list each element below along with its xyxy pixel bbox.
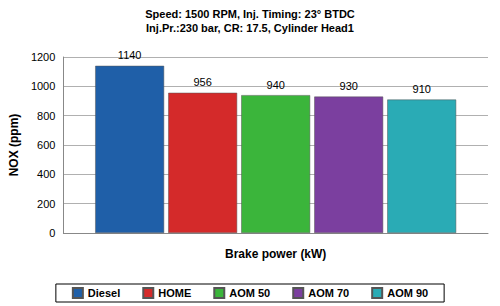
svg-text:800: 800 — [37, 110, 55, 122]
svg-text:Brake power (kW): Brake power (kW) — [225, 247, 326, 261]
svg-text:910: 910 — [413, 83, 431, 95]
svg-text:0: 0 — [49, 227, 55, 239]
svg-text:HOME: HOME — [158, 287, 191, 299]
svg-text:Speed: 1500 RPM, Inj. Timing:: Speed: 1500 RPM, Inj. Timing: 23° BTDC — [145, 8, 355, 20]
svg-text:930: 930 — [340, 80, 358, 92]
svg-text:1000: 1000 — [31, 80, 55, 92]
svg-text:AOM 90: AOM 90 — [387, 287, 428, 299]
svg-text:600: 600 — [37, 139, 55, 151]
svg-text:NOX (ppm): NOX (ppm) — [7, 114, 21, 177]
svg-text:Diesel: Diesel — [88, 287, 120, 299]
svg-text:AOM 50: AOM 50 — [229, 287, 270, 299]
svg-text:956: 956 — [193, 76, 211, 88]
svg-text:940: 940 — [267, 79, 285, 91]
svg-text:400: 400 — [37, 168, 55, 180]
svg-text:200: 200 — [37, 198, 55, 210]
svg-text:1140: 1140 — [118, 49, 142, 61]
svg-text:AOM 70: AOM 70 — [308, 287, 349, 299]
svg-text:Inj.Pr.:230 bar, CR: 17.5, Cyl: Inj.Pr.:230 bar, CR: 17.5, Cylinder Head… — [146, 22, 354, 34]
svg-text:1200: 1200 — [31, 51, 55, 63]
